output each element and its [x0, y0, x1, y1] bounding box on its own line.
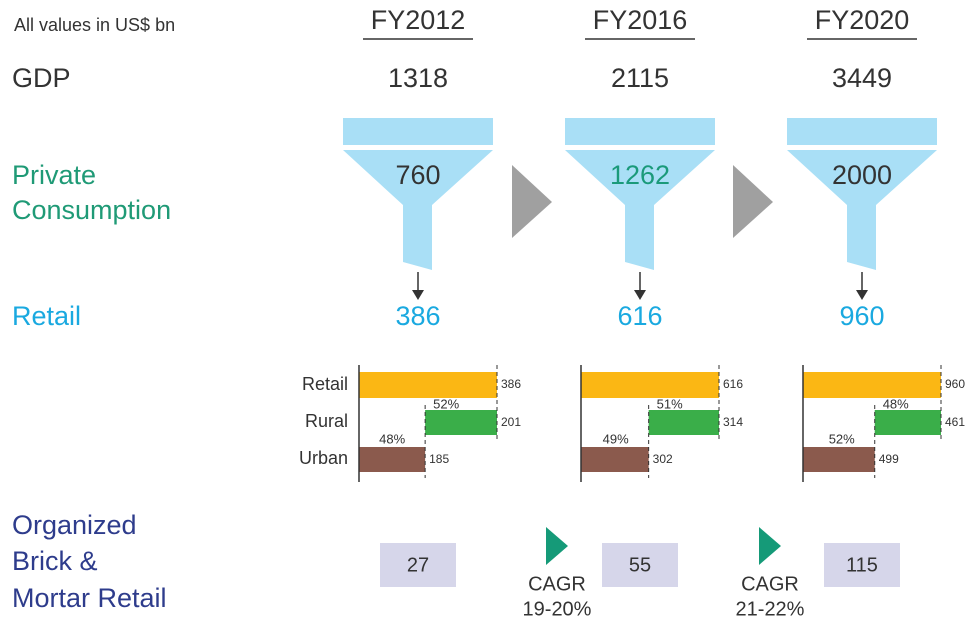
- gdp-value: 3449: [832, 63, 892, 93]
- down-arrowhead: [856, 290, 868, 300]
- gdp-value: 1318: [388, 63, 448, 93]
- urban-bar: [359, 447, 426, 472]
- bar-value: 499: [879, 452, 899, 466]
- funnel-top: [787, 118, 937, 145]
- funnel: [343, 150, 493, 270]
- share-label: 52%: [829, 431, 855, 446]
- share-label: 49%: [603, 431, 629, 446]
- funnel: [565, 150, 715, 270]
- private-consumption-label: Private: [12, 160, 96, 190]
- bar-value: 616: [723, 377, 743, 391]
- down-arrowhead: [412, 290, 424, 300]
- organized-label: Brick &: [12, 546, 98, 576]
- organized-label: Mortar Retail: [12, 583, 167, 613]
- rural-bar: [648, 410, 719, 435]
- retail-label: Retail: [12, 301, 81, 331]
- private-consumption-value: 1262: [610, 160, 670, 190]
- arrow: [733, 165, 773, 238]
- year-header: FY2016: [593, 5, 688, 35]
- breakdown-category: Rural: [305, 411, 348, 431]
- bar-value: 185: [429, 452, 449, 466]
- down-arrowhead: [634, 290, 646, 300]
- rural-bar: [425, 410, 497, 435]
- share-label: 51%: [657, 396, 683, 411]
- retail-value: 960: [839, 301, 884, 331]
- private-consumption-label: Consumption: [12, 195, 171, 225]
- breakdown-category: Urban: [299, 448, 348, 468]
- arrow: [512, 165, 552, 238]
- year-header: FY2020: [815, 5, 910, 35]
- funnel-top: [343, 118, 493, 145]
- retail-bar: [581, 372, 719, 398]
- private-consumption-value: 2000: [832, 160, 892, 190]
- gdp-value: 2115: [611, 63, 669, 93]
- bar-value: 461: [945, 415, 965, 429]
- retail-bar: [803, 372, 941, 398]
- urban-bar: [581, 447, 649, 472]
- cagr-range: 21-22%: [736, 598, 805, 620]
- bar-value: 960: [945, 377, 965, 391]
- organized-value: 115: [846, 554, 878, 576]
- organized-box: [602, 543, 678, 587]
- organized-box: [824, 543, 900, 587]
- breakdown-category: Retail: [302, 374, 348, 394]
- retail-value: 386: [395, 301, 440, 331]
- cagr-arrow: [759, 527, 781, 565]
- bar-value: 314: [723, 415, 743, 429]
- retail-value: 616: [617, 301, 662, 331]
- bar-value: 201: [501, 415, 521, 429]
- cagr-label: CAGR: [741, 573, 799, 595]
- bar-value: 302: [653, 452, 673, 466]
- funnel-top: [565, 118, 715, 145]
- organized-label: Organized: [12, 510, 137, 540]
- organized-box: [380, 543, 456, 587]
- year-header: FY2012: [371, 5, 466, 35]
- gdp-label: GDP: [12, 63, 71, 93]
- units-note: All values in US$ bn: [14, 15, 175, 35]
- share-label: 52%: [433, 396, 459, 411]
- bar-value: 386: [501, 377, 521, 391]
- urban-bar: [803, 447, 875, 472]
- rural-bar: [874, 410, 941, 435]
- retail-bar: [359, 372, 497, 398]
- cagr-label: CAGR: [528, 573, 586, 595]
- share-label: 48%: [379, 431, 405, 446]
- cagr-arrow: [546, 527, 568, 565]
- cagr-range: 19-20%: [523, 598, 592, 620]
- funnel: [787, 150, 937, 270]
- private-consumption-value: 760: [395, 160, 440, 190]
- organized-value: 27: [407, 554, 429, 576]
- share-label: 48%: [883, 396, 909, 411]
- organized-value: 55: [629, 554, 651, 576]
